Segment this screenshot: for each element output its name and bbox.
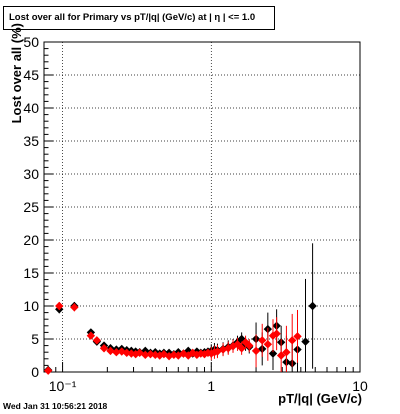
data-point-red <box>164 351 174 361</box>
data-point-black <box>301 337 310 346</box>
data-point-red <box>70 303 79 312</box>
data-point-red <box>112 348 121 357</box>
y-tick-label: 0 <box>31 364 39 380</box>
timestamp: Wed Jan 31 10:56:21 2018 <box>3 401 108 411</box>
y-tick-label: 10 <box>23 298 39 314</box>
y-axis-title: Lost over all (%) <box>9 23 24 124</box>
data-point-red <box>55 301 64 311</box>
data-point-red <box>282 348 291 357</box>
x-axis-title: pT/|q| (GeV/c) <box>278 391 362 406</box>
data-point-red <box>141 350 150 360</box>
x-tick-label: 10 <box>352 378 368 394</box>
data-point-red <box>276 351 286 360</box>
x-tick-label: 10⁻¹ <box>49 378 77 394</box>
data-point-red <box>179 349 188 358</box>
axes: 0 5 10 15 20 25 30 35 40 45 50 10⁻¹ 1 10 <box>23 34 368 394</box>
data-point-red <box>245 341 254 350</box>
y-tick-label: 15 <box>23 265 39 281</box>
grid-lines <box>44 42 360 372</box>
data-point-red <box>272 329 281 338</box>
y-tick-label: 40 <box>23 100 39 116</box>
data-point-red <box>86 331 96 340</box>
y-tick-label: 35 <box>23 133 39 149</box>
x-tick-label: 1 <box>207 378 215 394</box>
data-point-red <box>99 344 109 353</box>
data-point-red <box>287 336 297 345</box>
y-tick-label: 20 <box>23 232 39 248</box>
chart-title: Lost over all for Primary vs pT/|q| (GeV… <box>3 6 275 30</box>
data-point-red <box>258 336 267 345</box>
data-point-red <box>184 351 193 360</box>
data-point-black <box>308 301 317 311</box>
y-tick-label: 5 <box>31 331 39 347</box>
data-point-red <box>106 346 115 356</box>
data-point-red <box>135 348 144 358</box>
y-tick-label: 50 <box>23 34 39 50</box>
y-tick-label: 45 <box>23 67 39 83</box>
data-point-red <box>293 332 302 341</box>
y-tick-label: 30 <box>23 166 39 182</box>
data-point-red <box>92 336 102 345</box>
data-marks <box>43 243 317 375</box>
data-point-red <box>213 347 222 356</box>
data-point-red <box>263 340 273 349</box>
data-point-red <box>43 366 53 375</box>
data-point-red <box>237 344 246 353</box>
data-point-black <box>268 349 278 358</box>
y-tick-label: 25 <box>23 199 39 215</box>
data-point-red <box>251 346 261 356</box>
